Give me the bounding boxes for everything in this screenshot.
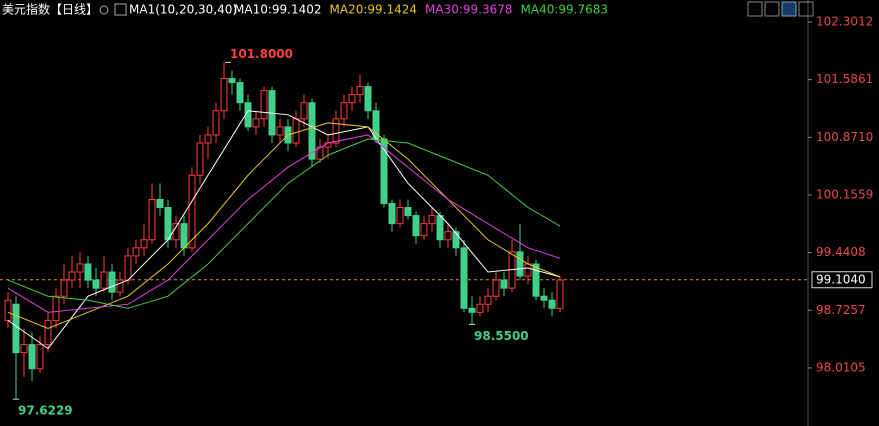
toolbar <box>747 1 814 17</box>
tool-button[interactable] <box>798 1 814 17</box>
candle-body <box>332 118 340 144</box>
candle-body <box>28 344 36 370</box>
candle-body <box>68 271 76 281</box>
candle-body <box>132 247 140 257</box>
candle-body <box>308 102 316 160</box>
candle-body <box>180 223 188 249</box>
candle-body <box>100 271 108 289</box>
tool-button[interactable] <box>764 1 780 17</box>
candle-body <box>468 307 476 313</box>
candle-body <box>460 247 468 309</box>
candle-body <box>260 90 268 120</box>
candle-body <box>340 102 348 120</box>
annotation-label: 98.5500 <box>474 329 529 343</box>
candle-body <box>20 344 28 354</box>
candle-body <box>300 102 308 120</box>
y-tick-label: 98.7257 <box>816 303 866 317</box>
candle-body <box>164 207 172 241</box>
candle-body <box>4 299 12 321</box>
indicator-label: MA1(10,20,30,40) <box>129 3 237 17</box>
candle-body <box>292 118 300 144</box>
candle-body <box>500 279 508 289</box>
candle-body <box>452 231 460 249</box>
legend-entry: MA30:99.3678 <box>425 3 513 17</box>
candle-body <box>252 118 260 128</box>
candle-body <box>148 198 156 241</box>
candle-body <box>516 251 524 277</box>
candle-body <box>52 295 60 321</box>
candle-body <box>356 86 364 96</box>
current-price-box <box>811 271 873 289</box>
period-label: 【日线】 <box>50 3 98 17</box>
candle-body <box>444 231 452 241</box>
tool-button[interactable] <box>781 1 797 17</box>
y-tick-label: 101.5861 <box>816 72 873 86</box>
legend-entry: MA20:99.1424 <box>330 3 418 17</box>
legend-entry: MA40:99.7683 <box>521 3 609 17</box>
y-tick-label: 98.0105 <box>816 360 866 374</box>
candle-body <box>204 134 212 144</box>
candle-body <box>324 142 332 148</box>
annotation-label: 101.8000 <box>230 47 293 61</box>
ma-line <box>7 134 561 313</box>
ma-line <box>7 110 561 350</box>
chart-title: 美元指数 <box>2 2 50 17</box>
candle-body <box>220 78 228 112</box>
settings-icon[interactable] <box>99 5 109 15</box>
indicator-icon[interactable] <box>114 3 127 16</box>
candle-body <box>12 303 20 354</box>
candle-body <box>188 174 196 249</box>
candle-body <box>540 295 548 301</box>
candle-body <box>412 215 420 237</box>
candle-body <box>44 319 52 346</box>
candle-body <box>556 279 564 309</box>
y-tick-label: 100.1559 <box>816 187 873 201</box>
candle-body <box>428 215 436 225</box>
candle-body <box>156 198 164 209</box>
candle-body <box>316 146 324 160</box>
candle-body <box>108 271 116 293</box>
tool-button[interactable] <box>747 1 763 17</box>
legend-entry: MA10:99.1402 <box>234 3 322 17</box>
candle-body <box>484 295 492 305</box>
candle-body <box>196 142 204 176</box>
y-tick-label: 99.4408 <box>816 245 866 259</box>
current-price-label: 99.1040 <box>816 272 866 286</box>
candle-body <box>396 207 404 225</box>
annotation-label: 97.6229 <box>18 404 73 418</box>
candle-body <box>532 263 540 297</box>
candle-body <box>92 279 100 289</box>
candle-body <box>116 279 124 293</box>
candle-body <box>380 138 388 204</box>
candle-body <box>348 94 356 104</box>
ma-line <box>7 138 561 309</box>
candle-body <box>388 202 396 225</box>
candle-body <box>60 279 68 297</box>
header: 美元指数 【日线】 MA1(10,20,30,40) MA10:99.1402 M… <box>2 2 608 17</box>
candle-body <box>236 82 244 104</box>
candle-body <box>84 263 92 281</box>
candle-body <box>492 279 500 297</box>
candle-body <box>436 215 444 241</box>
candle-body <box>404 207 412 217</box>
candle-body <box>76 263 84 273</box>
candle-body <box>36 344 44 370</box>
candle-body <box>476 303 484 313</box>
candle-body <box>420 223 428 237</box>
candle-body <box>140 239 148 249</box>
candle-body <box>228 78 236 84</box>
candle-body <box>276 126 284 136</box>
y-tick-label: 102.3012 <box>816 14 873 28</box>
y-tick-label: 100.8710 <box>816 130 873 144</box>
candle-body <box>212 110 220 136</box>
candle-body <box>548 299 556 309</box>
candle-body <box>364 86 372 112</box>
candle-body <box>124 255 132 281</box>
candle-body <box>524 263 532 277</box>
